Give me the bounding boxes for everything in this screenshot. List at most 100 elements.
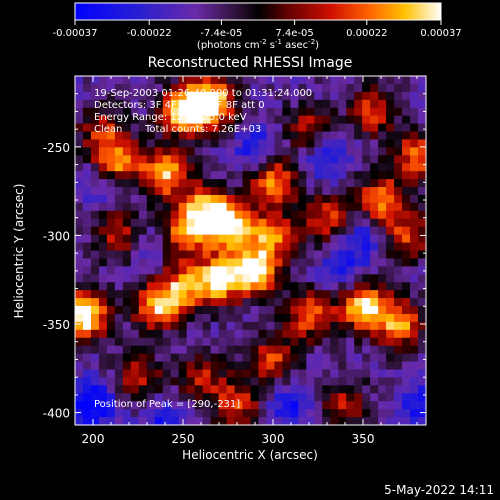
heatmap-cell bbox=[154, 115, 164, 125]
heatmap-cell bbox=[178, 282, 188, 291]
heatmap-cell bbox=[402, 131, 411, 141]
heatmap-cell bbox=[306, 91, 315, 101]
heatmap-cell bbox=[322, 234, 331, 244]
heatmap-cell bbox=[298, 76, 307, 85]
heatmap-cell bbox=[226, 179, 236, 188]
heatmap-cell bbox=[170, 337, 180, 347]
heatmap-cell bbox=[162, 361, 172, 371]
heatmap-cell bbox=[394, 401, 403, 410]
heatmap-cell bbox=[410, 377, 419, 386]
heatmap-cell bbox=[410, 369, 419, 379]
heatmap-cell bbox=[322, 91, 331, 101]
heatmap-cell bbox=[226, 290, 236, 299]
heatmap-cell bbox=[354, 123, 363, 133]
heatmap-cell bbox=[258, 187, 268, 196]
heatmap-cell bbox=[346, 139, 355, 148]
heatmap-cell bbox=[266, 306, 276, 315]
heatmap-cell bbox=[202, 393, 212, 402]
heatmap-cell bbox=[162, 115, 172, 125]
heatmap-cell bbox=[90, 163, 100, 172]
heatmap-cell bbox=[75, 393, 84, 402]
heatmap-cell bbox=[362, 76, 371, 85]
heatmap-cell bbox=[98, 298, 108, 307]
heatmap-cell bbox=[338, 298, 347, 307]
heatmap-cell bbox=[106, 147, 116, 156]
heatmap-cell bbox=[258, 234, 268, 244]
heatmap-cell bbox=[266, 393, 276, 402]
heatmap-cell bbox=[106, 234, 116, 244]
heatmap-cell bbox=[362, 369, 371, 379]
heatmap-cell bbox=[250, 306, 260, 315]
heatmap-cell bbox=[146, 242, 156, 252]
heatmap-cell bbox=[75, 329, 84, 339]
heatmap-cell bbox=[402, 194, 411, 204]
heatmap-cell bbox=[314, 218, 323, 228]
heatmap-cell bbox=[218, 202, 228, 212]
heatmap-cell bbox=[290, 329, 299, 339]
heatmap-cell bbox=[282, 393, 291, 402]
heatmap-cell bbox=[226, 147, 236, 156]
heatmap-cell bbox=[194, 187, 204, 196]
heatmap-cell bbox=[306, 417, 315, 425]
heatmap-cell bbox=[330, 345, 339, 355]
heatmap-cell bbox=[258, 337, 268, 347]
heatmap-cell bbox=[146, 313, 156, 323]
heatmap-cell bbox=[75, 234, 84, 244]
heatmap-cell bbox=[210, 329, 220, 339]
heatmap-cell bbox=[162, 282, 172, 291]
heatmap-cell bbox=[386, 218, 395, 228]
heatmap-cell bbox=[370, 139, 379, 148]
heatmap-cell bbox=[146, 139, 156, 148]
heatmap-cell bbox=[122, 377, 132, 386]
heatmap-cell bbox=[402, 266, 411, 275]
heatmap-cell bbox=[370, 250, 379, 260]
heatmap-cell bbox=[410, 194, 419, 204]
heatmap-cell bbox=[282, 147, 291, 156]
heatmap-cell bbox=[114, 123, 124, 133]
heatmap-cell bbox=[274, 329, 284, 339]
heatmap-cell bbox=[242, 234, 252, 244]
heatmap-cell bbox=[306, 401, 315, 410]
heatmap-cell bbox=[202, 194, 212, 204]
heatmap-cell bbox=[122, 337, 132, 347]
heatmap-cell bbox=[330, 337, 339, 347]
heatmap-cell bbox=[98, 393, 108, 402]
heatmap-cell bbox=[75, 226, 84, 236]
heatmap-cell bbox=[402, 147, 411, 156]
heatmap-cell bbox=[210, 361, 220, 371]
heatmap-cell bbox=[266, 99, 276, 109]
heatmap-cell bbox=[250, 401, 260, 410]
heatmap-cell bbox=[394, 99, 403, 109]
heatmap-cell bbox=[274, 123, 284, 133]
heatmap-cell bbox=[162, 298, 172, 307]
heatmap-cell bbox=[314, 123, 323, 133]
heatmap-cell bbox=[290, 377, 299, 386]
heatmap-cell bbox=[210, 290, 220, 299]
heatmap-cell bbox=[338, 83, 347, 93]
heatmap-cell bbox=[362, 258, 371, 267]
heatmap-cell bbox=[338, 290, 347, 299]
heatmap-cell bbox=[258, 210, 268, 220]
heatmap-cell bbox=[330, 131, 339, 141]
heatmap-cell bbox=[346, 377, 355, 386]
heatmap-cell bbox=[298, 306, 307, 315]
heatmap-cell bbox=[162, 218, 172, 228]
heatmap-cell bbox=[162, 377, 172, 386]
heatmap-cell bbox=[75, 274, 84, 283]
heatmap-cell bbox=[386, 179, 395, 188]
heatmap-cell bbox=[370, 147, 379, 156]
heatmap-cell bbox=[258, 258, 268, 267]
heatmap-cell bbox=[186, 274, 196, 283]
heatmap-cell bbox=[322, 131, 331, 141]
heatmap-cell bbox=[266, 337, 276, 347]
heatmap-cell bbox=[122, 91, 132, 101]
heatmap-cell bbox=[274, 417, 284, 425]
heatmap-cell bbox=[330, 266, 339, 275]
heatmap-cell bbox=[242, 290, 252, 299]
heatmap-cell bbox=[282, 417, 291, 425]
heatmap-cell bbox=[194, 321, 204, 331]
heatmap-cell bbox=[258, 155, 268, 164]
heatmap-cell bbox=[146, 171, 156, 180]
heatmap-cell bbox=[370, 115, 379, 125]
heatmap-cell bbox=[178, 385, 188, 394]
